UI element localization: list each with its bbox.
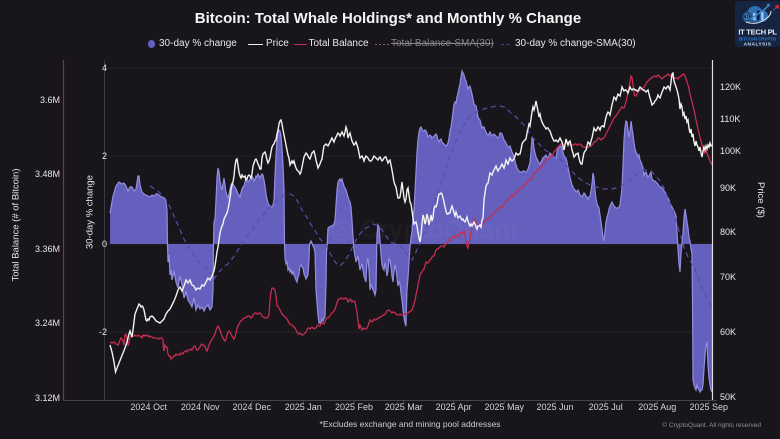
svg-text:₿: ₿ xyxy=(745,14,750,21)
svg-text:✓: ✓ xyxy=(773,7,777,13)
svg-text:BITCOIN CRYPTO: BITCOIN CRYPTO xyxy=(739,37,777,42)
svg-text:ANALYSIS: ANALYSIS xyxy=(744,42,772,48)
svg-text:IT TECH PL: IT TECH PL xyxy=(738,28,777,37)
